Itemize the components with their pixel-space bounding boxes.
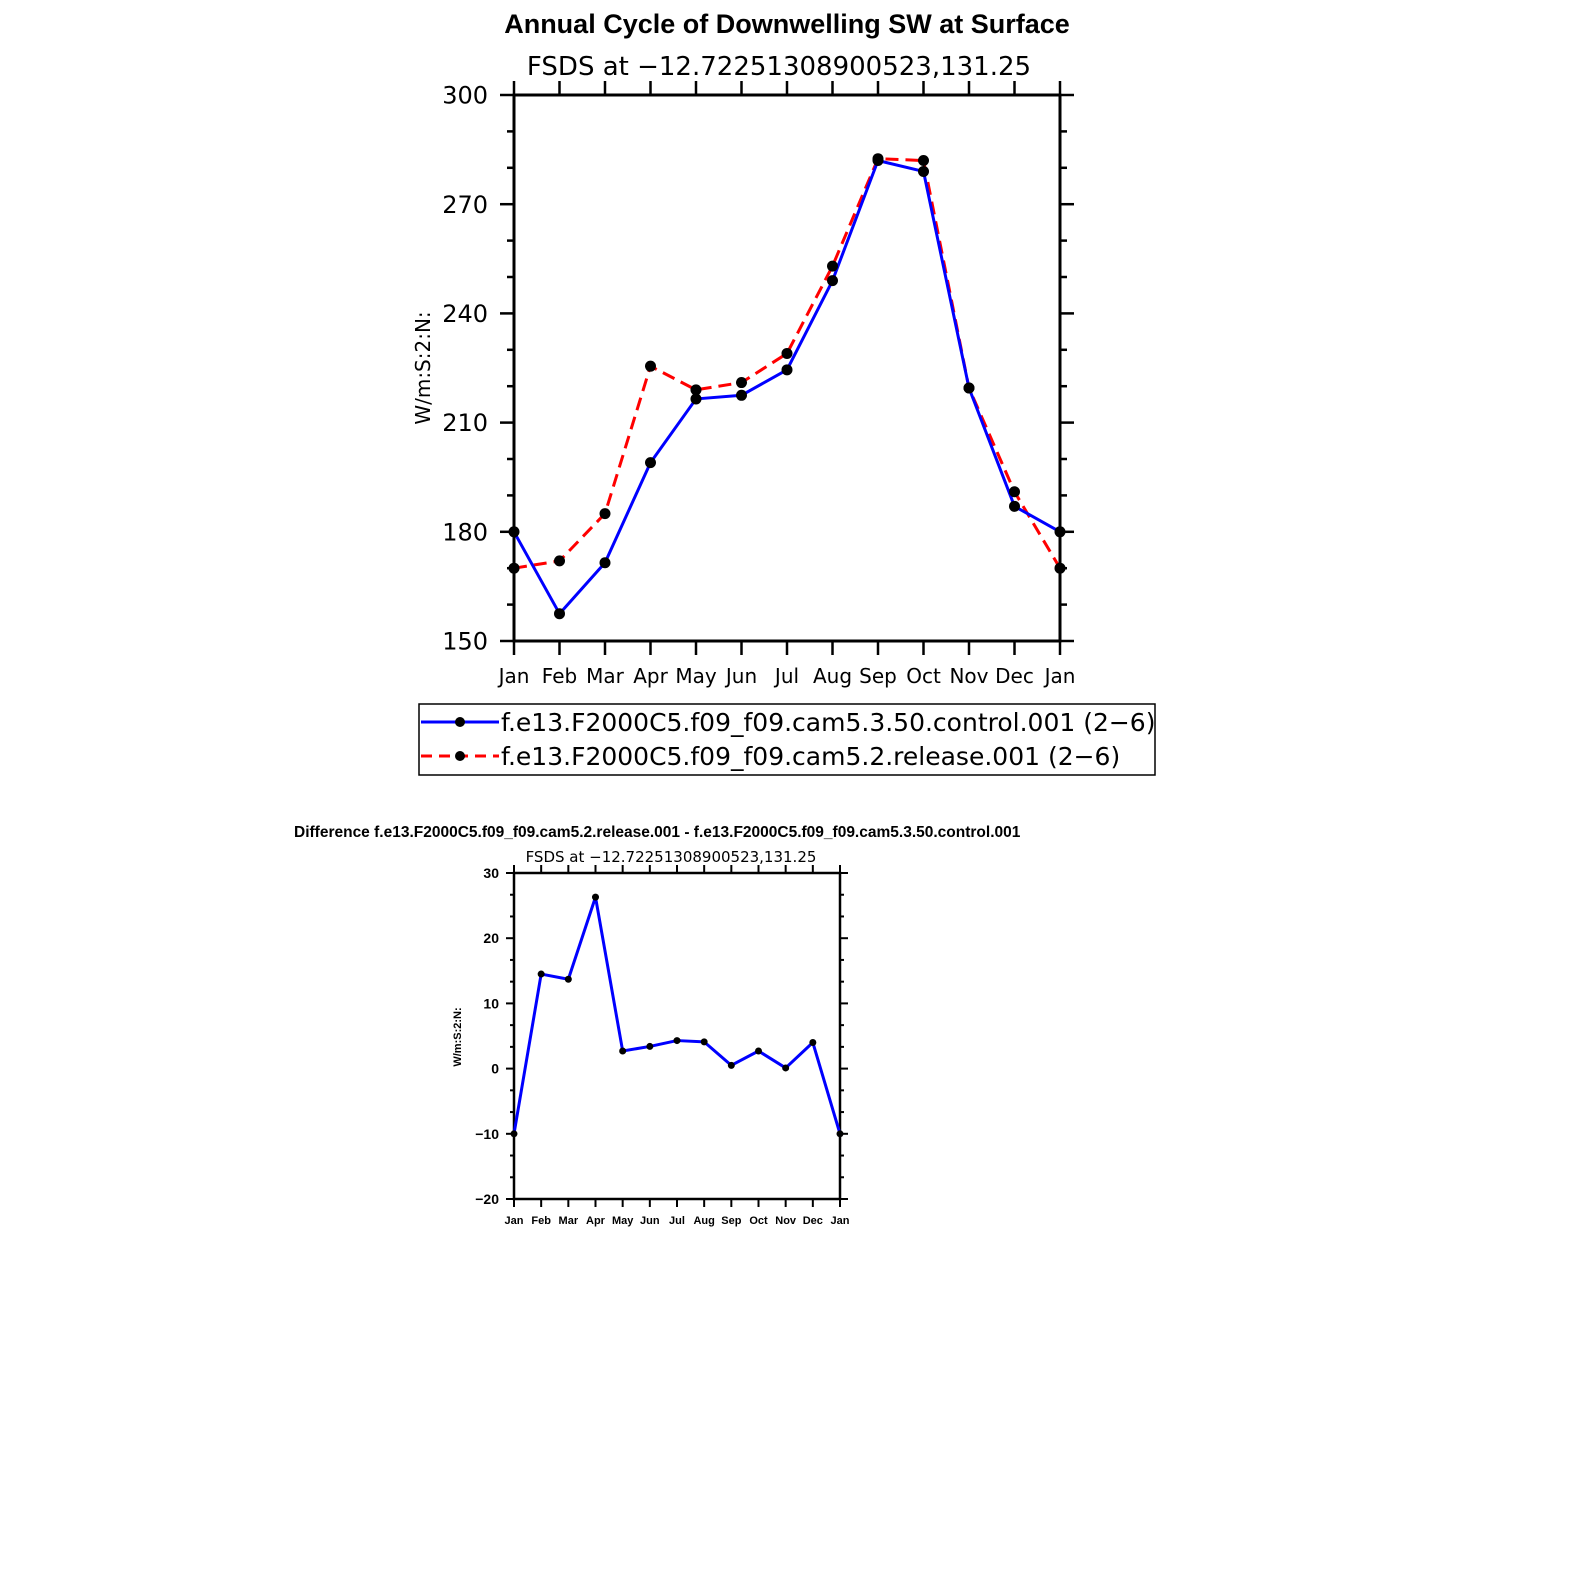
data-point bbox=[645, 457, 656, 469]
x-tick-label: Mar bbox=[559, 1215, 579, 1227]
data-point bbox=[619, 1047, 627, 1055]
x-tick-label: Apr bbox=[633, 664, 668, 688]
data-point bbox=[918, 165, 929, 177]
difference-chart: Difference f.e13.F2000C5.f09_f09.cam5.2.… bbox=[294, 824, 1021, 1227]
data-point bbox=[564, 975, 572, 983]
x-tick-label: Jan bbox=[831, 1215, 850, 1227]
data-point bbox=[673, 1037, 681, 1045]
data-point bbox=[809, 1039, 817, 1047]
data-point bbox=[554, 608, 565, 620]
x-tick-label: Jan bbox=[497, 664, 530, 688]
data-point bbox=[755, 1047, 762, 1055]
data-point bbox=[781, 347, 793, 359]
data-point bbox=[827, 260, 838, 272]
data-point bbox=[918, 155, 929, 167]
data-point bbox=[599, 508, 611, 520]
y-tick-label: 240 bbox=[442, 300, 488, 328]
y-tick-label: 270 bbox=[442, 191, 488, 219]
legend-label-release: f.e13.F2000C5.f09_f09.cam5.2.release.001… bbox=[501, 742, 1120, 771]
data-point bbox=[592, 893, 599, 901]
data-point bbox=[963, 382, 975, 394]
x-tick-label: Nov bbox=[949, 664, 988, 688]
data-point bbox=[645, 360, 656, 372]
chart-title: Annual Cycle of Downwelling SW at Surfac… bbox=[504, 9, 1070, 39]
legend-label-control: f.e13.F2000C5.f09_f09.cam5.3.50.control.… bbox=[501, 708, 1155, 737]
data-point bbox=[700, 1038, 708, 1046]
y-tick-label: 180 bbox=[442, 518, 488, 546]
x-tick-label: May bbox=[612, 1215, 634, 1227]
x-tick-label: Aug bbox=[693, 1215, 714, 1227]
x-tick-label: Jan bbox=[1043, 664, 1076, 688]
x-tick-label: Dec bbox=[995, 664, 1034, 688]
x-tick-label: Nov bbox=[775, 1215, 797, 1227]
difference-subtitle: FSDS at −12.72251308900523,131.25 bbox=[526, 848, 817, 866]
y-axis-label: W/m:S:2:N: bbox=[411, 311, 435, 424]
difference-y-axis-label: W/m:S:2:N: bbox=[452, 1007, 464, 1066]
data-point bbox=[736, 377, 747, 389]
y-tick-label: 20 bbox=[483, 930, 499, 946]
data-point bbox=[508, 526, 520, 538]
data-point bbox=[510, 1130, 518, 1138]
data-point bbox=[508, 562, 520, 574]
y-tick-label: 300 bbox=[442, 82, 488, 110]
x-tick-label: Jul bbox=[773, 664, 799, 688]
y-tick-label: 30 bbox=[483, 865, 499, 881]
data-point bbox=[537, 970, 545, 978]
x-tick-label: Sep bbox=[859, 664, 897, 688]
data-point bbox=[727, 1061, 735, 1069]
data-point bbox=[1054, 562, 1066, 574]
legend: f.e13.F2000C5.f09_f09.cam5.3.50.control.… bbox=[418, 703, 1156, 776]
x-tick-label: Dec bbox=[803, 1215, 823, 1227]
y-tick-label: −20 bbox=[475, 1191, 499, 1207]
data-point bbox=[1009, 486, 1020, 498]
x-tick-label: Jun bbox=[724, 664, 757, 688]
y-tick-label: 210 bbox=[442, 409, 488, 437]
x-tick-label: Mar bbox=[586, 664, 625, 688]
series-line-1 bbox=[513, 157, 1062, 570]
series-line-0 bbox=[512, 159, 1061, 616]
x-tick-label: Oct bbox=[906, 664, 941, 688]
y-tick-label: 0 bbox=[491, 1061, 499, 1077]
chart-subtitle: FSDS at −12.72251308900523,131.25 bbox=[527, 52, 1031, 82]
data-point bbox=[872, 153, 884, 165]
data-point bbox=[782, 1064, 790, 1072]
data-point bbox=[1009, 500, 1020, 512]
x-tick-label: May bbox=[675, 664, 717, 688]
x-tick-label: Jun bbox=[640, 1215, 660, 1227]
data-point bbox=[836, 1130, 844, 1138]
data-point bbox=[554, 555, 565, 567]
y-tick-label: 150 bbox=[442, 628, 488, 656]
annual-cycle-chart: Annual Cycle of Downwelling SW at Surfac… bbox=[411, 9, 1156, 776]
legend-box bbox=[418, 703, 1156, 776]
difference-title: Difference f.e13.F2000C5.f09_f09.cam5.2.… bbox=[294, 824, 1021, 841]
x-tick-label: Feb bbox=[531, 1215, 551, 1227]
x-tick-label: Sep bbox=[721, 1215, 741, 1227]
x-tick-label: Jan bbox=[505, 1215, 524, 1227]
data-point bbox=[736, 389, 747, 401]
legend-marker-control bbox=[455, 717, 465, 727]
x-tick-label: Feb bbox=[542, 664, 577, 688]
y-tick-label: −10 bbox=[475, 1126, 499, 1142]
data-point bbox=[599, 557, 611, 569]
series-line-0 bbox=[512, 895, 842, 1135]
data-point bbox=[1054, 526, 1066, 538]
x-tick-label: Aug bbox=[813, 664, 852, 688]
data-point bbox=[646, 1042, 654, 1050]
x-tick-label: Oct bbox=[749, 1215, 768, 1227]
data-point bbox=[690, 384, 702, 396]
legend-marker-release bbox=[455, 751, 465, 761]
y-tick-label: 10 bbox=[483, 995, 499, 1011]
x-tick-label: Jul bbox=[669, 1215, 685, 1227]
data-point bbox=[690, 393, 702, 405]
difference-plot-frame bbox=[512, 871, 842, 1201]
x-tick-label: Apr bbox=[586, 1215, 606, 1227]
data-point bbox=[827, 275, 838, 287]
data-point bbox=[781, 364, 793, 376]
